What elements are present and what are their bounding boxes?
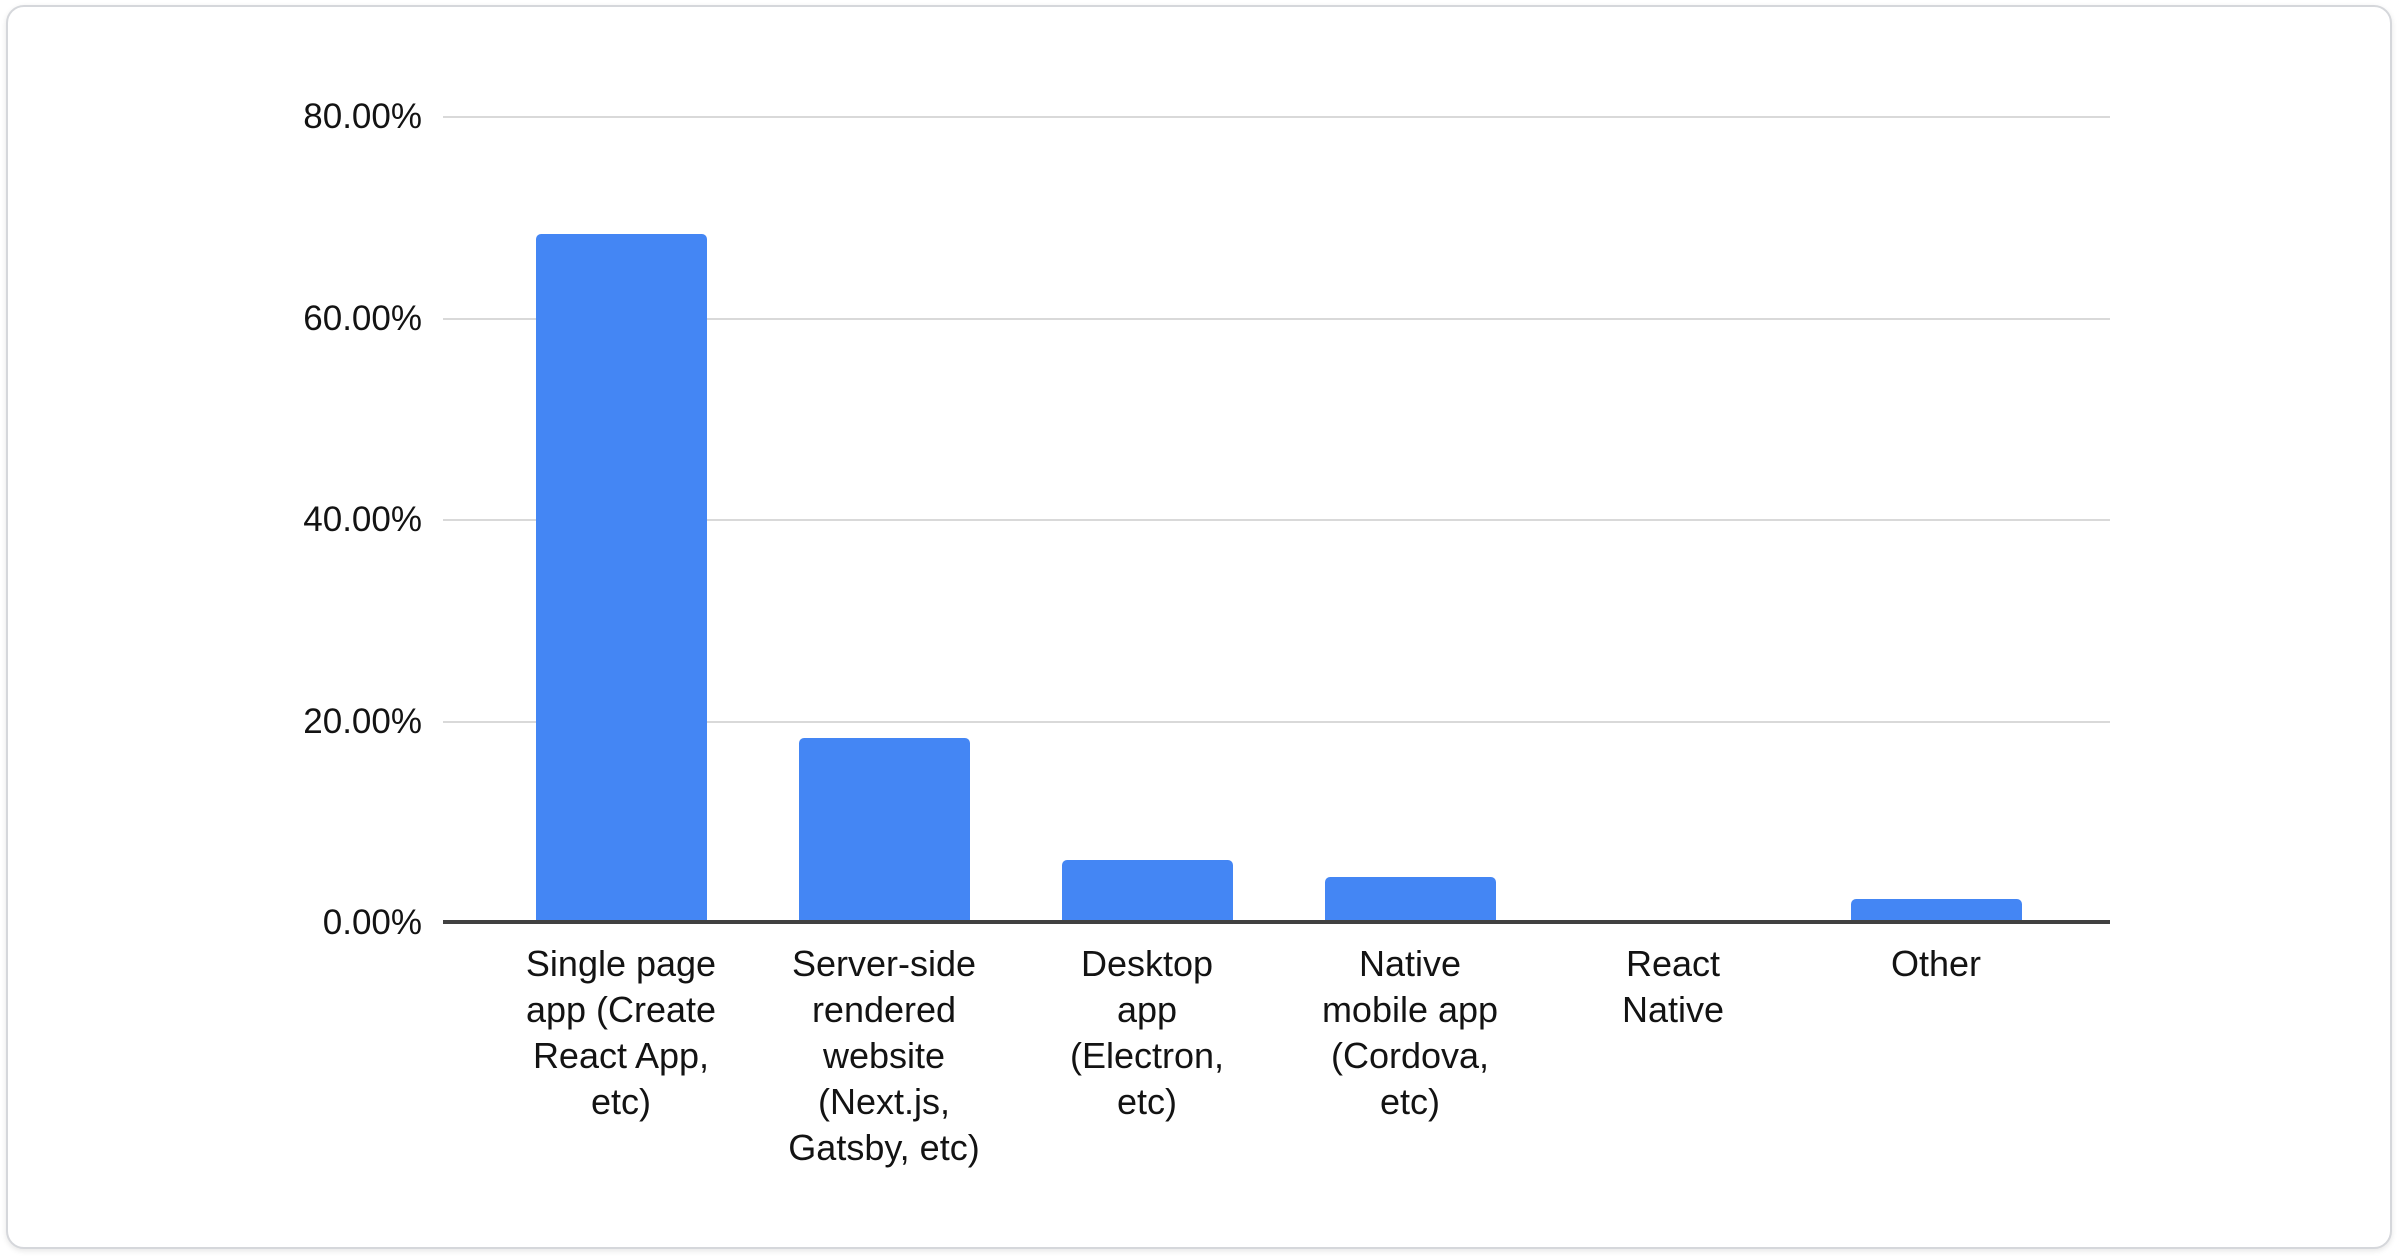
y-tick-label-20: 20.00% [303,701,422,741]
y-tick-label-60: 60.00% [303,298,422,338]
bar-desktop-app-electron-etc [1061,859,1233,923]
gridline-80 [443,116,2110,119]
x-category-label-react-native: React Native [1621,943,1725,1030]
x-category-label-other: Other [1890,943,1982,984]
y-tick-label-0: 0.00% [322,903,422,942]
bar-server-side-rendered-website-next-js-gatsby-etc [798,737,970,923]
bar-other [1850,898,2022,923]
y-tick-label-80: 80.00% [303,97,422,137]
bar-native-mobile-app-cordova-etc [1324,876,1496,923]
gridline-60 [443,317,2110,320]
x-axis-baseline [443,920,2110,924]
x-category-label-desktop-app-electron-etc: Desktop app (Electron, etc) [1069,943,1225,1122]
chart-card [6,5,2392,1249]
x-category-label-single-page-app-create-react-app-etc: Single page app (Create React App, etc) [525,943,717,1122]
x-category-label-server-side-rendered-website-next-js-gatsby-etc: Server-side rendered website (Next.js, G… [788,943,980,1168]
y-tick-label-40: 40.00% [303,500,422,540]
gridline-40 [443,519,2110,522]
x-category-label-native-mobile-app-cordova-etc: Native mobile app (Cordova, etc) [1321,943,1499,1122]
gridline-20 [443,720,2110,723]
bar-single-page-app-create-react-app-etc [535,234,707,923]
